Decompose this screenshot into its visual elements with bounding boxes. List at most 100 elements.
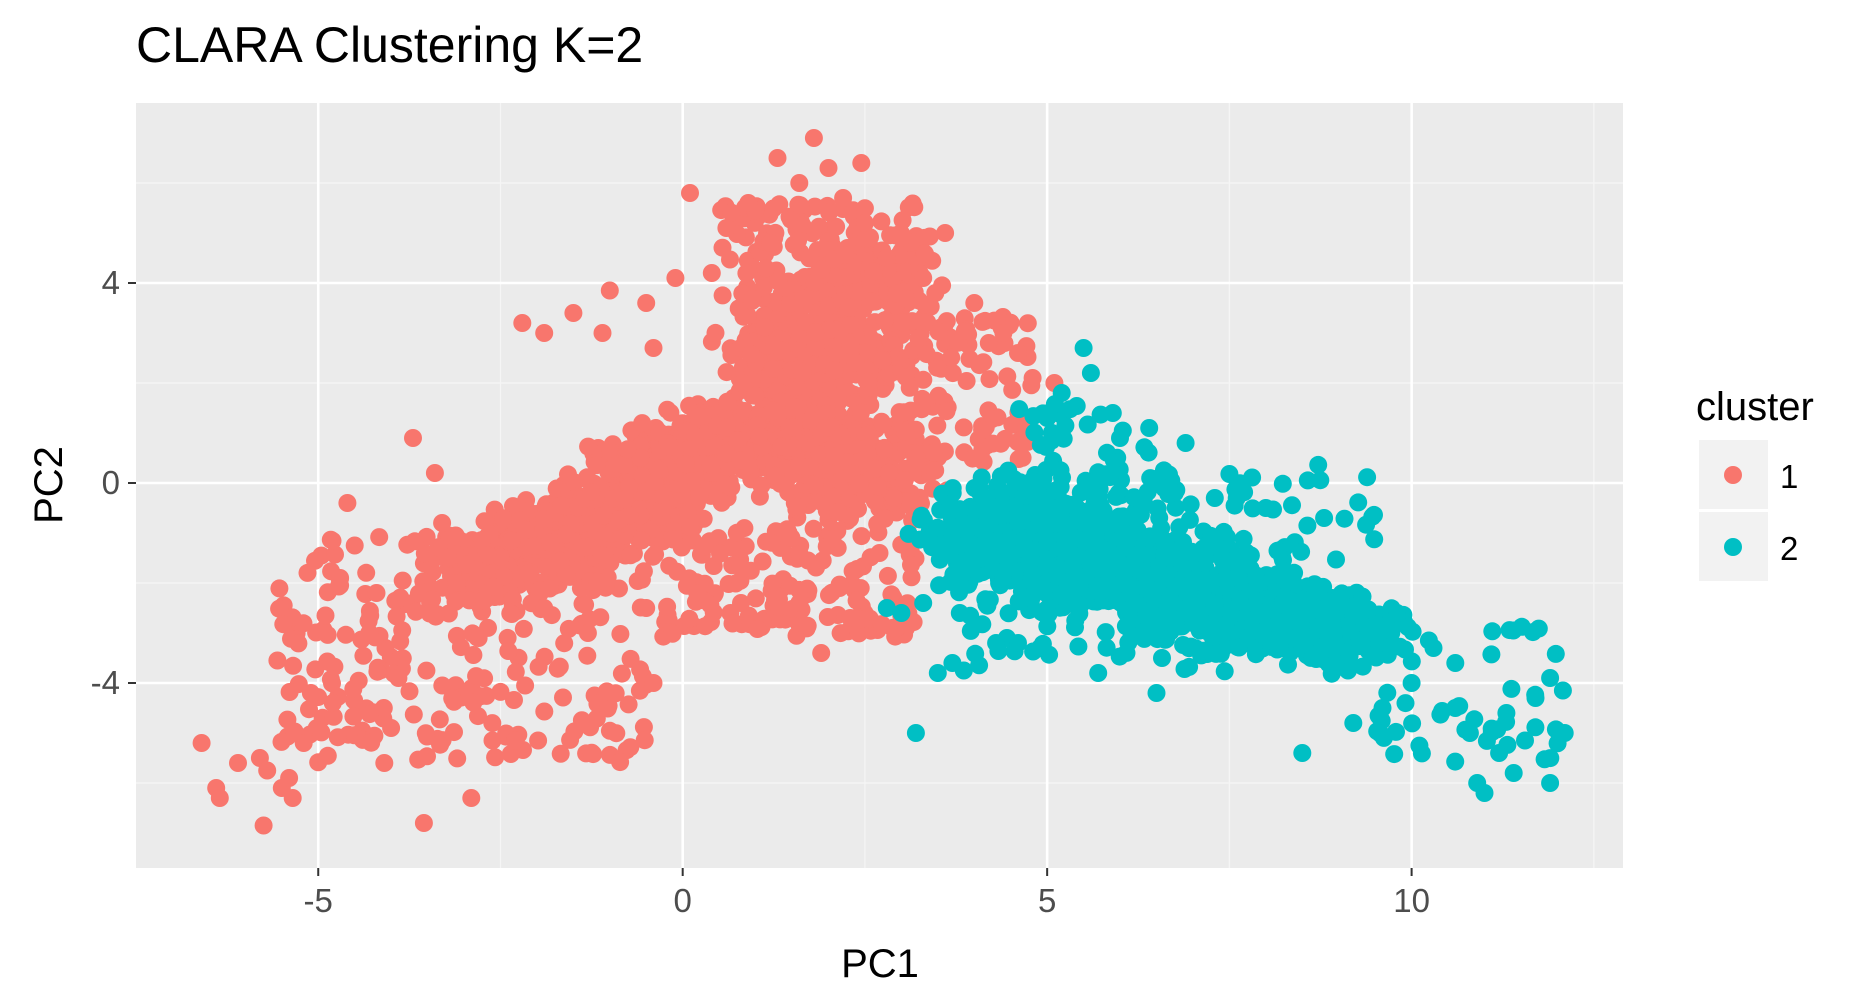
cluster-2-point: [1154, 461, 1173, 480]
cluster-1-point: [612, 664, 631, 683]
cluster-2-point: [1358, 468, 1377, 487]
cluster-2-point: [1061, 400, 1079, 419]
cluster-1-point: [283, 789, 302, 807]
cluster-2-point: [1349, 493, 1368, 512]
cluster-1-point: [404, 429, 422, 447]
cluster-1-point: [791, 196, 810, 215]
cluster-1-point: [914, 269, 933, 287]
cluster-2-point: [1032, 603, 1051, 622]
cluster-1-point: [309, 753, 328, 772]
cluster-1-point: [268, 651, 287, 670]
cluster-1-point: [812, 644, 831, 662]
cluster-1-point: [582, 743, 601, 762]
cluster-2-point: [1446, 654, 1465, 672]
cluster-1-point: [965, 294, 984, 312]
cluster-2-point: [1201, 526, 1220, 545]
cluster-1-point: [314, 620, 333, 639]
cluster-1-point: [338, 494, 357, 512]
cluster-2-point: [1111, 516, 1130, 535]
cluster-1-point: [323, 674, 341, 693]
cluster-1-point: [516, 520, 535, 539]
cluster-2-point: [1111, 429, 1129, 447]
cluster-2-point: [1010, 400, 1029, 419]
cluster-1-point: [864, 262, 883, 281]
cluster-1-point: [800, 249, 819, 268]
cluster-1-point: [484, 577, 502, 596]
cluster-1-point: [280, 769, 299, 787]
cluster-1-point: [957, 372, 976, 390]
cluster-2-point: [1048, 510, 1067, 529]
cluster-1-point: [525, 537, 544, 556]
cluster-1-point: [540, 579, 559, 598]
cluster-1-point: [870, 544, 889, 562]
cluster-1-point: [841, 336, 860, 355]
cluster-2-point: [1446, 752, 1465, 771]
cluster-1-point: [573, 538, 591, 557]
cluster-1-point: [841, 609, 860, 627]
cluster-2-point: [930, 576, 949, 595]
cluster-1-point: [1003, 380, 1022, 399]
cluster-1-point: [615, 490, 634, 509]
cluster-1-point: [688, 584, 707, 602]
cluster-1-point: [727, 523, 746, 542]
cluster-2-point: [1541, 774, 1560, 792]
cluster-1-point: [344, 707, 363, 726]
cluster-2-point: [971, 484, 990, 503]
cluster-2-point: [1529, 619, 1548, 638]
cluster-1-point: [323, 531, 342, 550]
cluster-2-point: [1046, 481, 1064, 500]
cluster-2-point: [1398, 618, 1417, 636]
cluster-1-point: [473, 531, 491, 550]
cluster-2-point: [1482, 645, 1501, 664]
cluster-2-point: [1388, 604, 1406, 622]
cluster-1-point: [324, 707, 343, 726]
legend-title: cluster: [1696, 385, 1814, 429]
cluster-1-point: [551, 551, 570, 570]
cluster-1-point: [819, 159, 838, 177]
cluster-2-point: [1213, 620, 1232, 639]
cluster-2-point: [1526, 689, 1545, 707]
cluster-2-point: [1315, 509, 1334, 527]
cluster-1-point: [611, 625, 630, 643]
cluster-1-point: [607, 724, 626, 743]
cluster-2-point: [1502, 679, 1521, 698]
cluster-1-point: [448, 749, 467, 768]
cluster-2-point: [950, 604, 969, 622]
cluster-2-point: [1497, 704, 1516, 722]
cluster-1-point: [541, 533, 560, 552]
cluster-2-point: [892, 604, 911, 622]
cluster-1-point: [550, 657, 569, 676]
cluster-2-point: [1074, 339, 1093, 357]
cluster-1-point: [516, 676, 535, 695]
cluster-2-point: [912, 506, 931, 525]
cluster-2-point: [1051, 585, 1070, 604]
cluster-2-point: [1516, 731, 1534, 750]
cluster-1-point: [872, 615, 891, 634]
cluster-2-point: [928, 518, 947, 537]
cluster-2-point: [1292, 542, 1311, 561]
cluster-2-point: [1260, 600, 1279, 619]
cluster-2-point: [1091, 497, 1110, 516]
cluster-2-point: [1140, 419, 1159, 437]
cluster-1-point: [316, 606, 335, 625]
cluster-2-point: [1009, 634, 1027, 652]
cluster-2-point: [1541, 669, 1560, 687]
cluster-1-point: [979, 334, 998, 352]
cluster-1-point: [632, 531, 651, 550]
cluster-2-point: [906, 724, 925, 742]
cluster-1-point: [1018, 314, 1037, 333]
cluster-1-point: [794, 289, 813, 308]
cluster-2-point: [1056, 416, 1075, 435]
cluster-1-point: [593, 324, 612, 342]
cluster-1-point: [868, 477, 887, 496]
cluster-1-point: [564, 304, 583, 322]
cluster-2-point: [1402, 674, 1421, 692]
cluster-2-point: [1098, 561, 1117, 580]
cluster-1-point: [443, 689, 462, 708]
cluster-1-point: [722, 203, 741, 222]
cluster-1-point: [664, 530, 683, 549]
cluster-1-point: [272, 732, 291, 751]
cluster-1-point: [368, 662, 387, 681]
cluster-1-point: [551, 744, 570, 763]
cluster-2-point: [1180, 657, 1199, 676]
